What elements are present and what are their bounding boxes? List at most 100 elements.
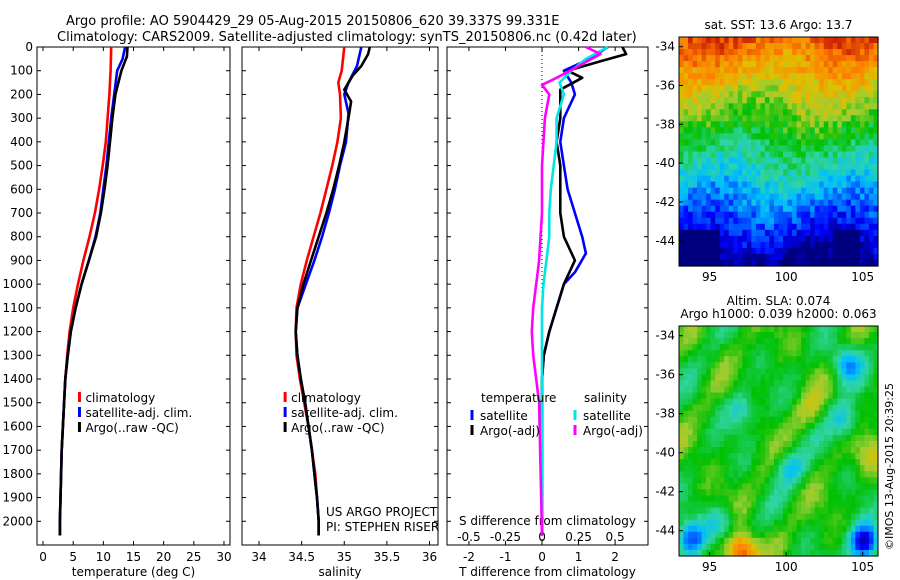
sla-map-cell [864,483,870,491]
sst-map-cell [701,73,707,80]
sla-map-cell [746,374,752,382]
sst-map-cell [828,73,834,80]
sla-map-cell [697,404,703,412]
sst-map-cell [679,61,685,68]
sst-map-cell [710,115,716,122]
sla-map-cell [846,477,852,484]
sla-map-cell [701,380,707,388]
sst-map-cell [706,247,712,255]
sst-map-cell [801,121,807,128]
sst-map-cell [683,139,689,147]
sst-map-cell [810,49,816,56]
sla-map-cell [801,326,807,333]
sla-map-cell [692,537,698,545]
sla-map-cell [864,392,870,400]
sla-map-cell [679,537,685,545]
sla-map-cell [728,326,734,333]
figure-title-line1: Argo profile: AO 5904429_29 05-Aug-2015 … [66,14,560,29]
sst-map-cell [728,85,734,92]
sla-map-cell [796,483,802,491]
sst-map-cell [683,193,689,201]
sst-map-cell [864,229,870,237]
sla-map-cell [773,477,780,484]
sla-map-cell [873,374,879,382]
sst-map-cell [728,145,734,153]
sla-map-cell [783,495,789,503]
sla-map-cell [864,489,870,497]
sla-map-cell [733,471,739,478]
sla-map-cell [710,416,716,424]
sla-map-cell [792,368,798,376]
sst-map-cell [751,211,757,219]
sla-map-cell [873,507,879,515]
sla-map-cell [751,477,757,484]
sla-map-cell [810,483,816,491]
sst-map-cell [801,61,807,68]
sst-map-cell [701,151,707,159]
sst-map-cell [850,169,856,177]
sst-map-cell [837,49,843,56]
sst-map-cell [783,121,789,128]
sst-map-cell [805,235,811,243]
sst-map-cell [868,73,875,80]
sla-map-cell [864,549,870,557]
sla-map-cell [868,453,875,460]
sst-map-cell [733,67,739,74]
sst-map-cell [828,121,834,128]
sst-map-cell [733,253,739,261]
sst-map-cell [769,139,775,147]
sla-map-cell [787,471,793,478]
sst-map-cell [692,151,698,159]
sla-map-cell [801,489,807,497]
sla-map-cell [769,380,775,388]
sst-map-cell [724,223,730,231]
sst-map-cell [679,211,685,219]
sst-map-cell [814,43,820,50]
sst-map-cell [742,109,748,116]
sla-map-cell [805,362,811,369]
sst-map-cell [855,55,861,62]
sla-map-cell [792,332,798,339]
sst-map-cell [737,55,743,62]
sla-map-cell [751,501,757,509]
sst-map-cell [724,169,730,177]
sst-map-cell [778,163,784,171]
sla-map-cell [706,428,712,436]
sst-map-cell [728,193,734,201]
sst-map-cell [837,205,843,213]
sst-map-cell [697,175,703,183]
sla-map-cell [859,459,866,466]
sla-map-cell [737,459,743,466]
sla-map-cell [701,507,707,515]
sla-map-cell [778,513,784,521]
sla-map-cell [868,422,875,430]
sla-map-cell [710,404,716,412]
sst-map-cell [701,157,707,165]
sst-map-cell [755,235,762,243]
sst-map-cell [706,49,712,56]
sla-map-cell [801,428,807,436]
sla-map-cell [828,441,834,448]
sst-map-cell [859,37,866,44]
sst-map-cell [814,235,820,243]
sst-map-cell [796,139,802,147]
sst-map-cell [706,235,712,243]
sla-map-cell [742,368,748,376]
sst-map-cell [823,61,829,68]
sst-map-cell [760,175,766,183]
sst-map-cell [796,163,802,171]
sla-map-cell [810,549,816,557]
sst-map-cell [783,163,789,171]
project-annotation: US ARGO PROJECT [326,505,438,519]
sla-map-cell [837,453,843,460]
sst-map-cell [764,97,771,104]
sla-map-cell [701,338,707,345]
temperature-xlabel: temperature (deg C) [72,565,195,579]
sla-map-cell [742,392,748,400]
sst-map-cell [688,115,694,122]
sla-map-cell [787,501,793,509]
sla-map-cell [796,350,802,357]
sst-map-cell [683,229,689,237]
sst-map-cell [805,91,811,98]
sla-map-cell [783,531,789,539]
